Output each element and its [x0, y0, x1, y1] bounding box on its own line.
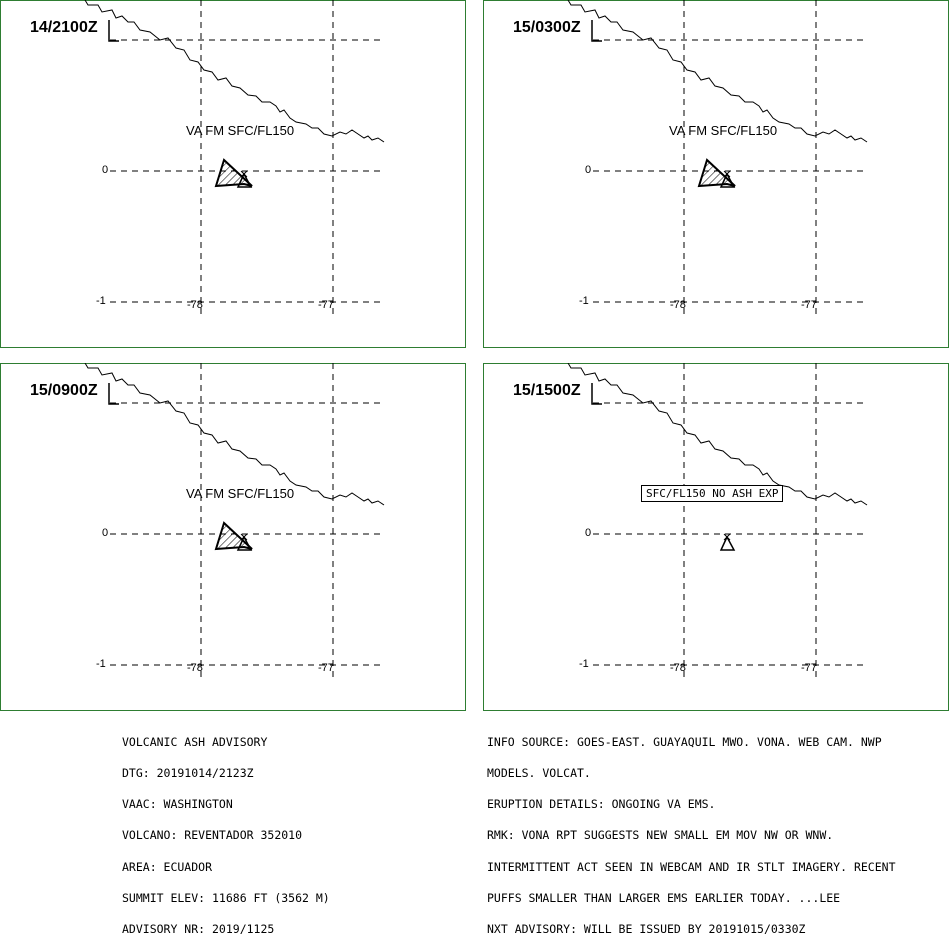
valid-time-label: 15/0900Z	[30, 382, 98, 399]
volcano-icon	[719, 533, 736, 551]
coastline	[84, 363, 385, 506]
panel-frame	[0, 0, 466, 348]
advisory-line: NXT ADVISORY: WILL BE ISSUED BY 20191015…	[487, 922, 806, 937]
advisory-line: INTERMITTENT ACT SEEN IN WEBCAM AND IR S…	[487, 859, 896, 874]
advisory-header-block: VOLCANIC ASH ADVISORY DTG: 20191014/2123…	[122, 716, 330, 945]
map-panel-1: 14/2100Z 0 -1 -78 -77 VA FM SFC/FL150	[0, 0, 466, 348]
ash-cloud-polygon	[697, 158, 736, 188]
time-bracket	[108, 383, 119, 405]
advisory-line: SUMMIT ELEV: 11686 FT (3562 M)	[122, 890, 330, 905]
lon-tick-label: -78	[187, 299, 203, 311]
map-canvas	[0, 0, 466, 348]
coastline	[567, 363, 868, 506]
lat-tick-label: -1	[96, 658, 106, 670]
map-canvas	[0, 363, 466, 711]
advisory-line: PUFFS SMALLER THAN LARGER EMS EARLIER TO…	[487, 890, 841, 905]
panel-frame	[483, 363, 949, 711]
advisory-line: MODELS. VOLCAT.	[487, 766, 591, 781]
lon-tick-label: -77	[801, 662, 817, 674]
advisory-line: DTG: 20191014/2123Z	[122, 766, 254, 781]
map-canvas	[483, 0, 949, 348]
advisory-line: RMK: VONA RPT SUGGESTS NEW SMALL EM MOV …	[487, 828, 834, 843]
lat-tick-label: 0	[102, 164, 109, 176]
volcano-icon	[236, 533, 253, 551]
ash-layer-label: VA FM SFC/FL150	[186, 486, 295, 501]
ash-cloud-polygon	[214, 158, 253, 188]
advisory-line: VOLCANO: REVENTADOR 352010	[122, 828, 303, 843]
advisory-details-block: INFO SOURCE: GOES-EAST. GUAYAQUIL MWO. V…	[487, 716, 896, 945]
panel-frame	[0, 363, 466, 711]
valid-time-label: 15/0300Z	[513, 19, 581, 36]
lat-tick-label: 0	[102, 527, 109, 539]
time-bracket	[591, 20, 602, 42]
lat-tick-label: 0	[585, 164, 592, 176]
volcano-icon	[236, 170, 253, 188]
advisory-line: VAAC: WASHINGTON	[122, 797, 233, 812]
advisory-line: VOLCANIC ASH ADVISORY	[122, 734, 268, 749]
volcano-icon	[719, 170, 736, 188]
no-ash-label: SFC/FL150 NO ASH EXP	[641, 485, 784, 502]
panel-frame	[483, 0, 949, 348]
map-panel-3: 15/0900Z 0 -1 -78 -77 VA FM SFC/FL150	[0, 363, 466, 711]
lon-tick-label: -78	[670, 662, 686, 674]
ash-layer-label: VA FM SFC/FL150	[669, 123, 778, 138]
ash-cloud-polygon	[214, 521, 253, 551]
valid-time-label: 15/1500Z	[513, 382, 581, 399]
lon-tick-label: -77	[801, 299, 817, 311]
lon-tick-label: -78	[670, 299, 686, 311]
lon-tick-label: -78	[187, 662, 203, 674]
coastline	[567, 0, 868, 143]
coastline	[84, 0, 385, 143]
advisory-line: ERUPTION DETAILS: ONGOING VA EMS.	[487, 797, 716, 812]
advisory-line: ADVISORY NR: 2019/1125	[122, 922, 275, 937]
advisory-line: AREA: ECUADOR	[122, 859, 213, 874]
lon-tick-label: -77	[318, 299, 334, 311]
lat-tick-label: -1	[96, 295, 106, 307]
lon-tick-label: -77	[318, 662, 334, 674]
map-panel-2: 15/0300Z 0 -1 -78 -77 VA FM SFC/FL150	[483, 0, 949, 348]
lat-tick-label: -1	[579, 295, 589, 307]
time-bracket	[591, 383, 602, 405]
map-panel-4: 15/1500Z 0 -1 -78 -77 SFC/FL150 NO ASH EXP	[483, 363, 949, 711]
lat-tick-label: 0	[585, 527, 592, 539]
map-canvas	[483, 363, 949, 711]
time-bracket	[108, 20, 119, 42]
ash-layer-label: VA FM SFC/FL150	[186, 123, 295, 138]
advisory-line: INFO SOURCE: GOES-EAST. GUAYAQUIL MWO. V…	[487, 734, 882, 749]
lat-tick-label: -1	[579, 658, 589, 670]
valid-time-label: 14/2100Z	[30, 19, 98, 36]
